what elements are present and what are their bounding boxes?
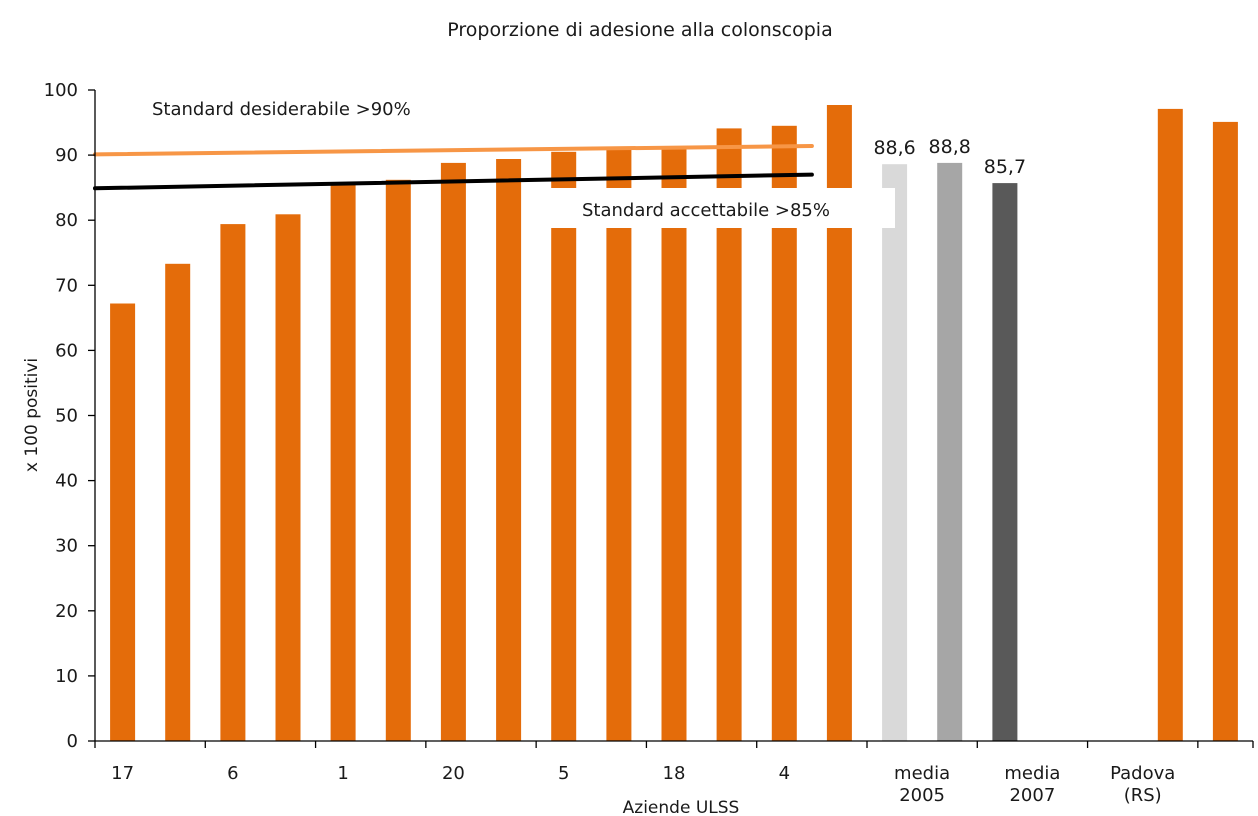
bar [882, 164, 908, 741]
reference-line-label: Standard desiderabile >90% [152, 99, 411, 120]
y-tick-label: 10 [55, 666, 78, 687]
x-tick-label: (RS) [1124, 785, 1162, 806]
bar [551, 151, 577, 742]
x-tick-label: 2005 [899, 785, 945, 806]
y-tick-label: 40 [55, 471, 78, 492]
bar [110, 303, 136, 741]
x-tick-label: 1 [337, 763, 348, 784]
y-tick-label: 60 [55, 340, 78, 361]
bar [771, 125, 797, 742]
bar [496, 159, 522, 741]
bar [330, 182, 356, 741]
bar [606, 149, 632, 741]
x-tick-label: 2007 [1009, 785, 1055, 806]
reference-lines [93, 144, 814, 191]
label-background [543, 188, 895, 228]
bar [165, 263, 191, 741]
y-tick-label: 100 [44, 80, 78, 101]
bars-layer [110, 105, 1238, 742]
y-tick-label: 20 [55, 601, 78, 622]
bar [385, 179, 411, 742]
x-axis-title: Aziende ULSS [623, 798, 740, 816]
reference-line [93, 144, 814, 157]
data-label: 85,7 [984, 156, 1026, 178]
x-tick-label: 4 [779, 763, 790, 784]
bar [661, 147, 687, 742]
chart-title: Proporzione di adesione alla colonscopia [447, 19, 832, 41]
reference-line-label: Standard accettabile >85% [582, 200, 830, 221]
data-label: 88,6 [873, 137, 915, 159]
x-tick-label: 20 [442, 763, 465, 784]
y-tick-label: 80 [55, 210, 78, 231]
reference-line-labels: Standard desiderabile >90% Standard accet… [152, 99, 830, 221]
bar [1212, 121, 1238, 741]
bar [440, 162, 466, 741]
x-tick-label: 6 [227, 763, 238, 784]
x-tick-label: 5 [558, 763, 569, 784]
x-tick-label: Padova [1110, 763, 1175, 784]
y-tick-label: 30 [55, 536, 78, 557]
x-tick-label: media [1004, 763, 1060, 784]
y-tick-label: 70 [55, 275, 78, 296]
x-tick-label: media [894, 763, 950, 784]
annotation-background [92, 95, 895, 228]
y-tick-label: 50 [55, 406, 78, 427]
bar [275, 214, 301, 742]
bar [992, 183, 1018, 742]
y-tick-label: 90 [55, 145, 78, 166]
bar [220, 224, 246, 742]
y-tick-label: 0 [67, 731, 78, 752]
reference-line [93, 172, 814, 191]
bar [1157, 108, 1183, 741]
bar [716, 128, 742, 741]
value-labels: 88,6 88,8 85,7 [873, 136, 1026, 178]
data-label: 88,8 [929, 136, 971, 158]
bar [937, 162, 963, 741]
x-tick-label: 17 [111, 763, 134, 784]
label-background [92, 95, 512, 147]
x-tick-label: 18 [663, 763, 686, 784]
y-axis-title: x 100 positivi [22, 358, 42, 472]
